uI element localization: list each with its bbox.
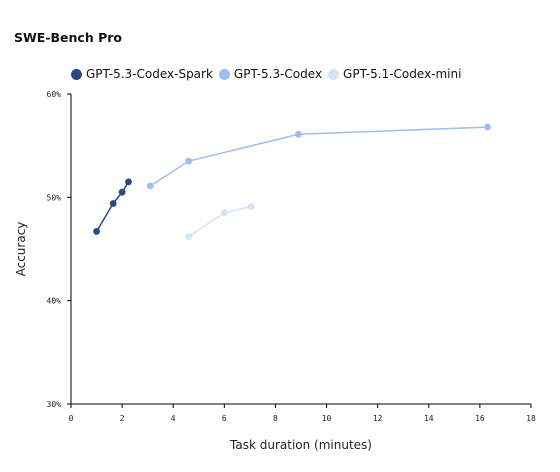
legend-item-gpt-5-3-codex-spark: GPT-5.3-Codex-Spark (71, 67, 213, 81)
x-tick-label: 0 (69, 414, 74, 423)
legend-item-gpt-5-3-codex: GPT-5.3-Codex (218, 67, 323, 81)
x-tick-label: 6 (222, 414, 227, 423)
x-tick-label: 16 (475, 414, 485, 423)
legend-label: GPT-5.3-Codex-Spark (86, 67, 213, 81)
y-tick-label: 50% (47, 193, 62, 202)
y-axis-label: Accuracy (14, 222, 28, 277)
series-line (188, 205, 252, 238)
legend: GPT-5.3-Codex-Spark GPT-5.3-Codex GPT-5.… (71, 66, 461, 82)
legend-marker (328, 68, 340, 80)
data-point (247, 203, 255, 211)
x-tick-label: 2 (120, 414, 125, 423)
series-line (149, 126, 488, 187)
x-tick-label: 10 (322, 414, 332, 423)
y-tick-label: 60% (47, 90, 62, 99)
x-tick-label: 8 (273, 414, 278, 423)
data-point (93, 228, 100, 235)
x-tick-label: 4 (171, 414, 176, 423)
series-line (95, 181, 130, 232)
chart-title: SWE-Bench Pro (14, 30, 122, 45)
x-tick-label: 12 (373, 414, 383, 423)
legend-marker (71, 68, 82, 80)
series-gpt-5-3-codex (146, 123, 491, 190)
ticks: 0 2 4 6 8 10 12 14 16 18 30% 40% 50% 60% (47, 90, 536, 423)
data-point (220, 209, 228, 217)
data-point (295, 130, 302, 138)
series-gpt-5-3-codex-spark (93, 178, 132, 235)
y-tick-label: 40% (47, 297, 62, 306)
y-tick-label: 30% (47, 400, 62, 409)
data-point (146, 182, 154, 190)
data-point (118, 188, 126, 196)
series-gpt-5-1-codex-mini (185, 203, 255, 241)
series-layer (93, 123, 491, 241)
data-point (109, 200, 117, 207)
data-point (185, 233, 192, 241)
legend-item-gpt-5-1-codex-mini: GPT-5.1-Codex-mini (328, 67, 461, 81)
data-point (185, 157, 192, 165)
x-tick-label: 14 (424, 414, 434, 423)
x-axis-label: Task duration (minutes) (229, 438, 372, 452)
x-tick-label: 18 (526, 414, 536, 423)
legend-label: GPT-5.3-Codex (233, 67, 323, 81)
axes (70, 94, 531, 405)
legend-label: GPT-5.1-Codex-mini (343, 67, 462, 81)
data-point (125, 178, 132, 186)
data-point (484, 123, 491, 131)
legend-marker (218, 68, 230, 80)
